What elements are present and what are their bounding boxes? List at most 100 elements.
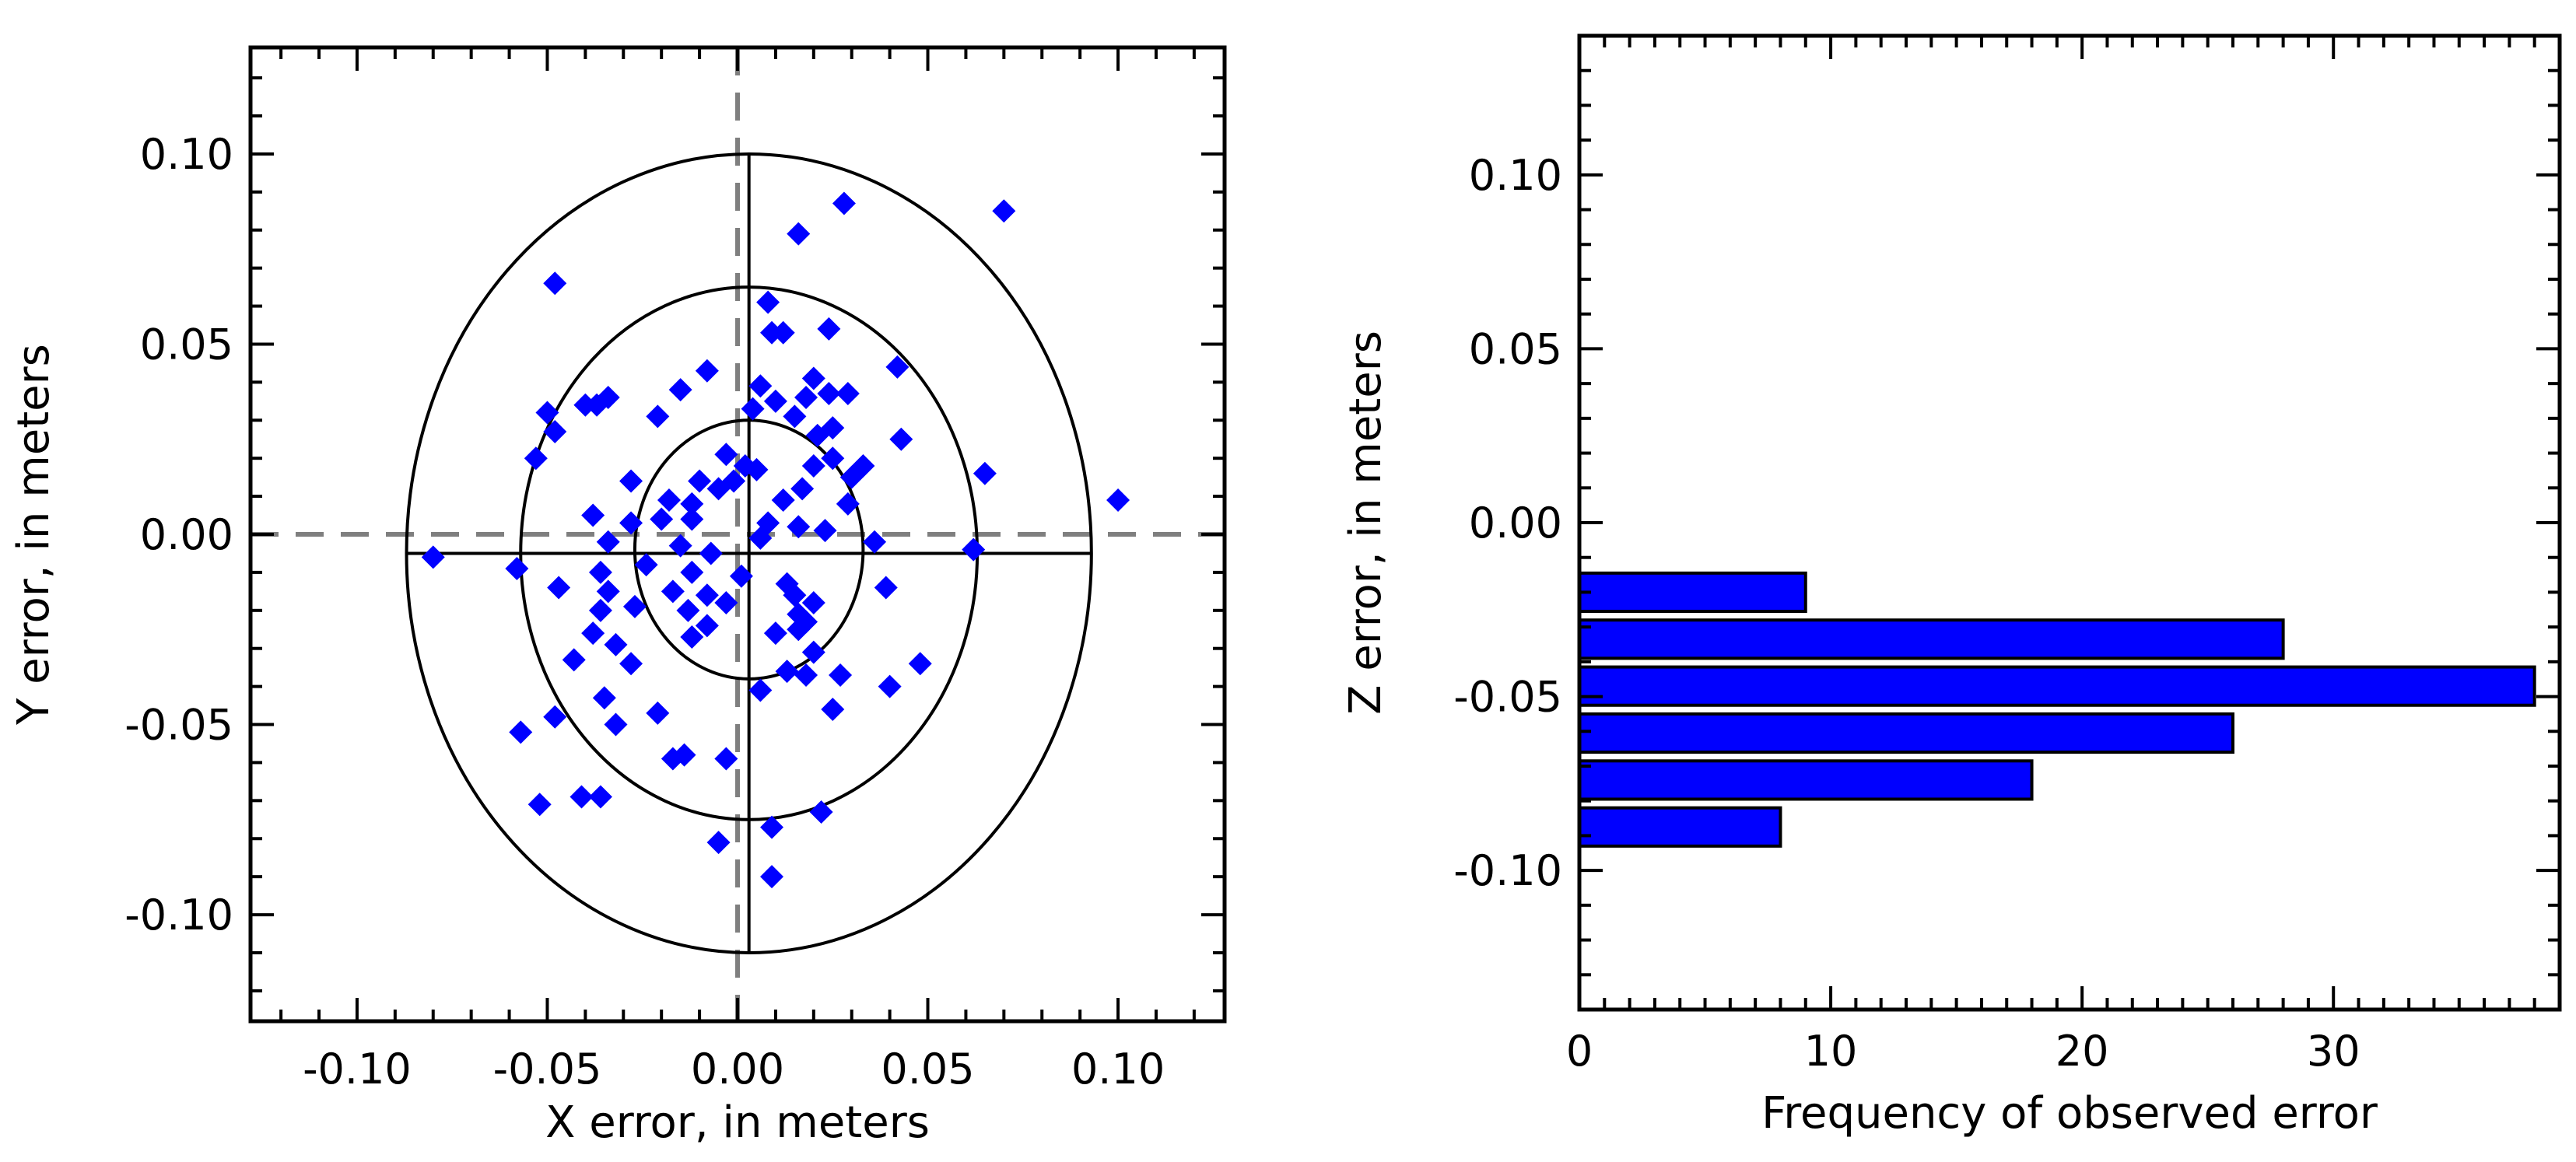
scatter-point xyxy=(592,686,616,710)
scatter-point xyxy=(821,446,845,471)
scatter-point xyxy=(748,374,773,398)
scatter-point xyxy=(588,598,612,622)
scatter-point xyxy=(714,747,738,771)
x-tick-label: 0.05 xyxy=(881,1045,974,1094)
scatter-point xyxy=(885,355,909,379)
scatter-point xyxy=(581,621,605,646)
scatter-point xyxy=(680,507,704,531)
scatter-point xyxy=(863,530,887,554)
scatter-point xyxy=(992,199,1016,223)
scatter-point xyxy=(801,640,825,664)
scatter-point xyxy=(783,583,807,607)
scatter-point xyxy=(874,576,898,600)
z-plot-frame xyxy=(1577,33,2562,1012)
scatter-point xyxy=(634,553,658,577)
scatter-point xyxy=(680,560,704,584)
z-error-histogram-chart: 0 10 20 30 0.10 0.05 0.00 -0.05 -0.10 Frequency… xyxy=(1341,33,2562,1139)
scatter-point xyxy=(1106,488,1130,512)
scatter-point xyxy=(851,453,875,478)
xy-y-axis-title: Y error, in meters xyxy=(9,344,59,726)
scatter-point xyxy=(570,785,594,809)
scatter-point xyxy=(543,705,567,729)
scatter-point xyxy=(535,401,559,425)
scatter-point xyxy=(573,393,598,417)
scatter-point xyxy=(771,320,795,345)
histogram-bar xyxy=(1578,759,2034,801)
scatter-point xyxy=(661,579,685,604)
xy-x-axis-title: X error, in meters xyxy=(545,1097,930,1148)
scatter-point xyxy=(889,427,913,451)
scatter-point xyxy=(421,545,445,569)
scatter-point xyxy=(714,591,738,615)
x-tick-label: 10 xyxy=(1804,1027,1858,1076)
scatter-point xyxy=(680,625,704,649)
scatter-point xyxy=(794,385,818,409)
scatter-point xyxy=(760,815,784,839)
scatter-point xyxy=(524,446,548,471)
scatter-point xyxy=(706,831,731,855)
histogram-bar xyxy=(1578,806,1782,848)
xy-y-tick-labels: 0.10 0.05 0.00 -0.05 -0.10 xyxy=(124,130,233,940)
scatter-point xyxy=(836,492,860,516)
scatter-point xyxy=(832,191,856,215)
scatter-point xyxy=(794,663,818,687)
scatter-point xyxy=(962,537,986,562)
y-tick-label: 0.05 xyxy=(1469,324,1562,373)
scatter-point xyxy=(748,526,773,550)
scatter-point xyxy=(760,865,784,889)
y-tick-label: 0.00 xyxy=(140,510,233,559)
scatter-point xyxy=(604,712,628,737)
scatter-point xyxy=(817,382,841,406)
histogram-bar xyxy=(1578,665,2536,707)
scatter-point xyxy=(714,443,738,467)
scatter-point xyxy=(787,222,811,246)
scatter-point xyxy=(619,652,643,676)
scatter-point xyxy=(695,614,719,638)
y-tick-label: 0.05 xyxy=(140,320,233,369)
scatter-point xyxy=(650,507,674,531)
y-tick-label: -0.10 xyxy=(1453,846,1562,895)
scatter-point xyxy=(646,701,670,725)
scatter-point xyxy=(756,290,780,314)
scatter-point xyxy=(509,720,533,744)
scatter-point xyxy=(680,492,704,516)
y-tick-label: -0.05 xyxy=(124,701,233,750)
histogram-bar xyxy=(1578,712,2234,754)
scatter-point xyxy=(543,419,567,443)
x-tick-label: 30 xyxy=(2307,1027,2360,1076)
scatter-point xyxy=(588,560,612,584)
scatter-point xyxy=(829,663,853,687)
scatter-point xyxy=(543,271,567,296)
scatter-point xyxy=(695,359,719,383)
scatter-point xyxy=(787,515,811,539)
z-x-axis-title: Frequency of observed error xyxy=(1761,1088,2378,1139)
scatter-point xyxy=(878,674,902,698)
y-tick-label: 0.10 xyxy=(140,130,233,179)
scatter-point xyxy=(596,579,620,604)
histogram-bar xyxy=(1578,571,1807,614)
scatter-point xyxy=(729,564,753,588)
scatter-point xyxy=(763,621,787,646)
scatter-point xyxy=(741,397,765,421)
scatter-point xyxy=(646,404,670,429)
y-tick-label: -0.05 xyxy=(1453,673,1562,722)
x-tick-label: -0.10 xyxy=(303,1045,412,1094)
scatter-point xyxy=(801,591,825,615)
scatter-point xyxy=(763,389,787,413)
scatter-points xyxy=(421,191,1130,889)
z-y-tick-labels: 0.10 0.05 0.00 -0.05 -0.10 xyxy=(1453,151,1562,895)
scatter-point xyxy=(672,743,696,767)
scatter-point xyxy=(817,317,841,341)
scatter-point xyxy=(821,697,845,721)
scatter-point xyxy=(622,594,647,618)
x-tick-label: 0.10 xyxy=(1071,1045,1165,1094)
scatter-point xyxy=(588,785,612,809)
x-tick-label: -0.05 xyxy=(493,1045,602,1094)
scatter-point xyxy=(505,557,529,581)
x-tick-label: 0 xyxy=(1566,1027,1593,1076)
scatter-point xyxy=(722,469,746,493)
scatter-point xyxy=(547,576,571,600)
scatter-point xyxy=(787,618,811,642)
scatter-point xyxy=(783,404,807,429)
